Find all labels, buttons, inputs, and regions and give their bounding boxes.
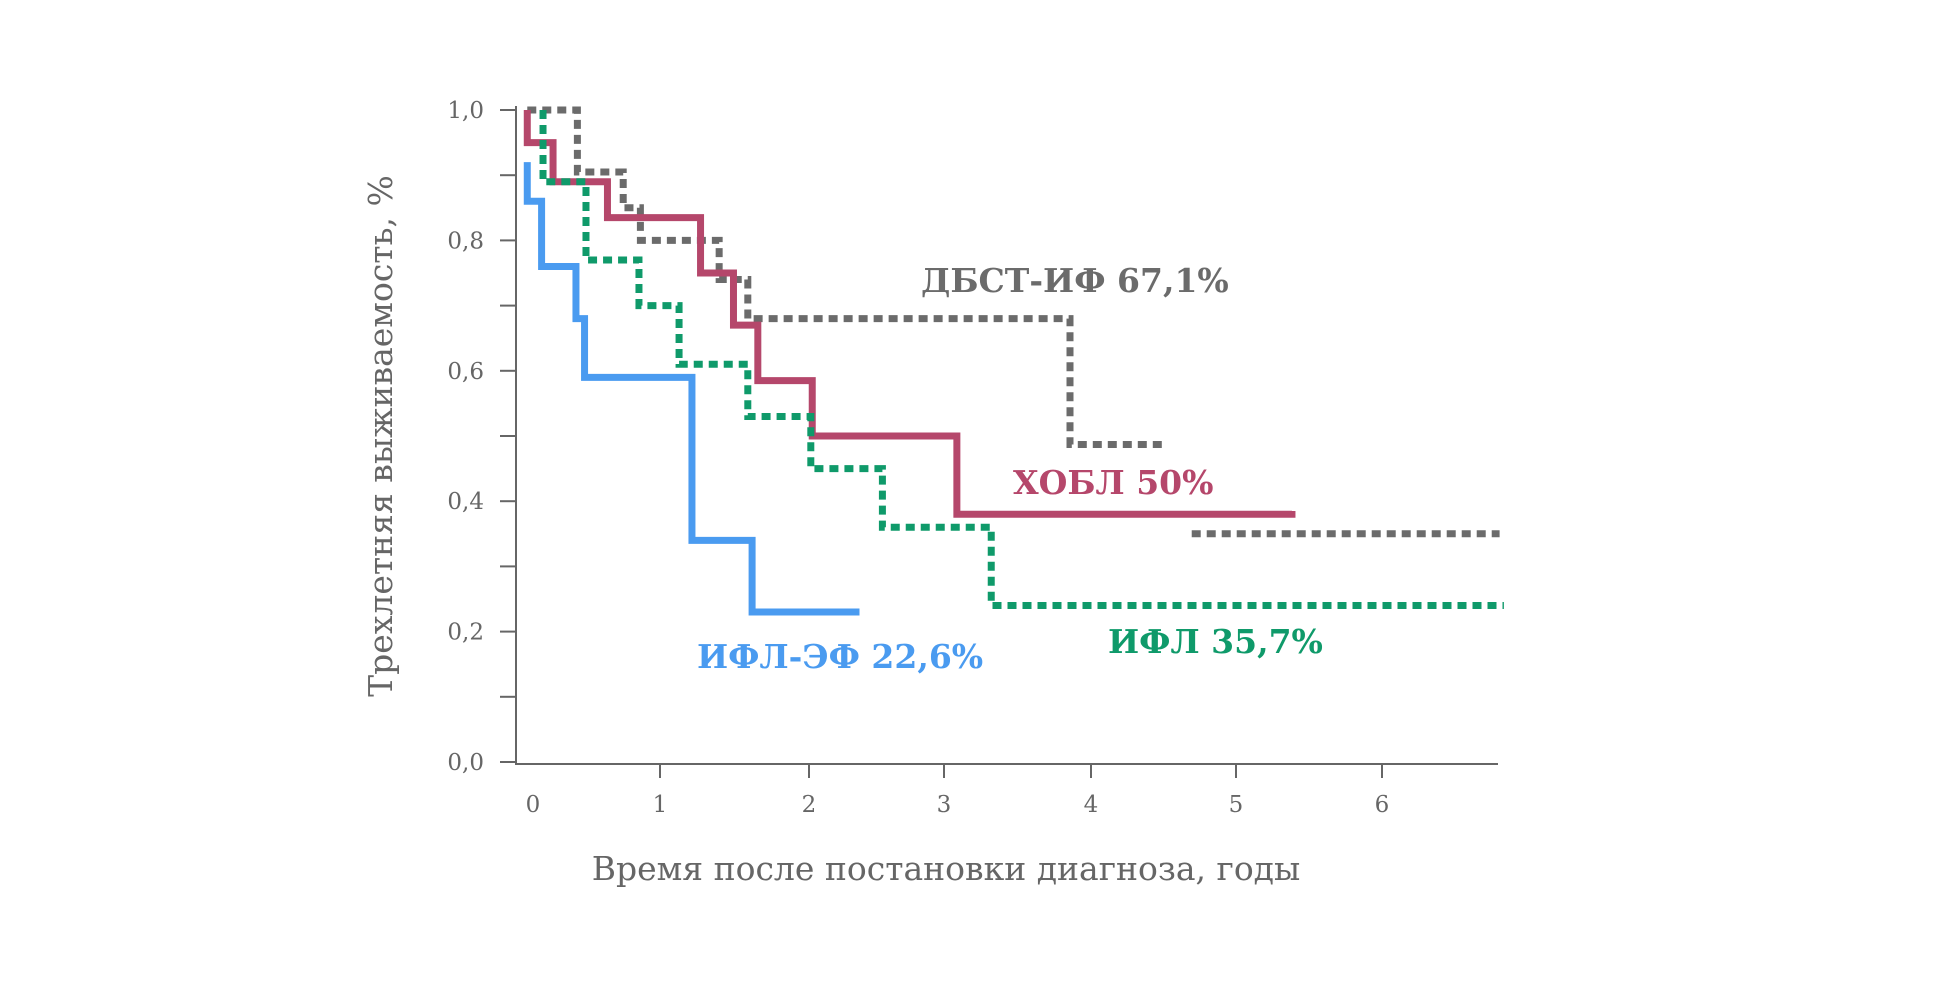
y-tick-label: 1,0 [447, 98, 484, 124]
y-tick-label: 0,0 [447, 750, 484, 776]
label-ifl: ИФЛ 35,7% [1108, 622, 1323, 661]
y-axis-title: Трехлетняя выживаемость, % [361, 175, 400, 697]
x-tick-label: 5 [1229, 792, 1244, 818]
x-tick-label: 0 [526, 792, 541, 818]
x-tick-label: 3 [937, 792, 952, 818]
x-tick-label: 1 [653, 792, 668, 818]
km-curve-0 [527, 106, 1164, 448]
x-axis-title: Время после постановки диагноза, годы [592, 849, 1301, 888]
axes: 0,0 0,2 0,4 0,6 0,8 1,0 0 1 2 3 4 5 6 [447, 98, 1498, 818]
km-curve-3 [523, 162, 860, 616]
y-tick-label: 0,4 [447, 489, 484, 515]
y-tick-label: 0,8 [447, 228, 484, 254]
label-dbst-if: ДБСТ-ИФ 67,1% [921, 261, 1229, 300]
x-tick-label: 2 [802, 792, 817, 818]
series-group [523, 106, 1504, 616]
km-curve-1 [523, 110, 1296, 518]
label-ifl-ef: ИФЛ-ЭФ 22,6% [697, 637, 983, 676]
y-tick-label: 0,2 [447, 620, 484, 646]
label-hobl: ХОБЛ 50% [1013, 463, 1214, 502]
y-tick-label: 0,6 [447, 359, 484, 385]
x-tick-label: 6 [1375, 792, 1390, 818]
km-curve-2 [539, 110, 1504, 610]
x-tick-label: 4 [1084, 792, 1099, 818]
